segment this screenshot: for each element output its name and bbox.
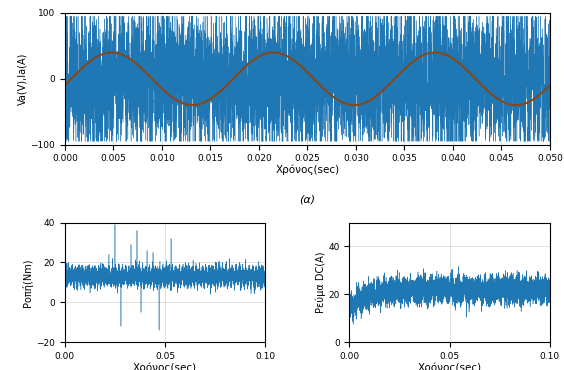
Y-axis label: Ροπή(Nm): Ροπή(Nm) [23, 258, 33, 307]
Y-axis label: Ρεύμα DC(A): Ρεύμα DC(A) [315, 252, 325, 313]
X-axis label: Χρόνος(sec): Χρόνος(sec) [275, 165, 340, 175]
X-axis label: Χρόνος(sec): Χρόνος(sec) [133, 362, 197, 370]
Text: (α): (α) [299, 195, 315, 205]
Y-axis label: Va(V),Ia(A): Va(V),Ia(A) [17, 53, 28, 105]
X-axis label: Χρόνος(sec): Χρόνος(sec) [417, 362, 482, 370]
